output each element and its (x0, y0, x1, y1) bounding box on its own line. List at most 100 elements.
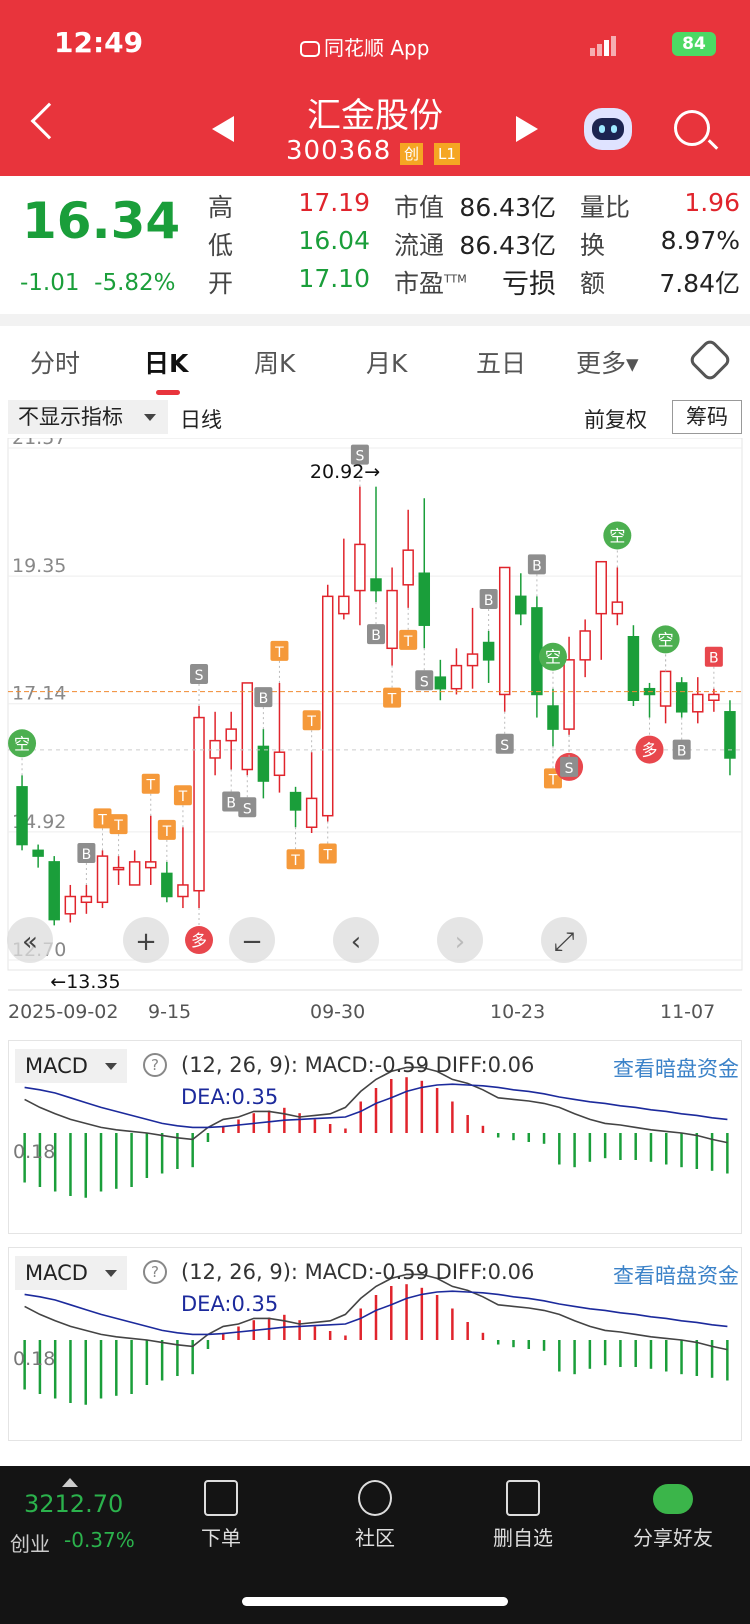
dea-line (24, 1290, 728, 1336)
candle-body (595, 560, 607, 615)
tab-more[interactable]: 更多▾ (576, 349, 639, 378)
search-icon[interactable] (674, 110, 710, 146)
index-value[interactable]: 3212.70 (24, 1490, 124, 1518)
high-label: 高 (208, 193, 234, 222)
chart-control-button[interactable]: › (437, 917, 483, 963)
candlestick-chart[interactable]: 21.5719.3517.1414.9212.70空BTTTTT多SBSBTTT… (0, 438, 750, 1024)
app-logo-icon (300, 41, 320, 57)
signal-label: S (355, 449, 364, 465)
macd-dea: DEA:0.35 (181, 1292, 279, 1316)
signal-label: B (532, 558, 542, 574)
signal-label: T (387, 692, 397, 708)
y-tick-label: 21.57 (12, 438, 66, 449)
control-glyph: − (241, 927, 263, 957)
control-circle (7, 917, 53, 963)
indicator-select-label: 不显示指标 (18, 405, 123, 429)
prev-stock-icon[interactable] (212, 116, 234, 142)
stock-code: 300368 (286, 136, 392, 166)
chart-control-button[interactable]: ⤢ (541, 917, 587, 963)
signal-badge (399, 629, 418, 650)
community-label: 社区 (355, 1526, 395, 1550)
chips-button[interactable]: 筹码 (672, 400, 742, 434)
macd-zero-label: 0.18 (13, 1141, 56, 1163)
signal-badge (222, 791, 241, 812)
tab-weekly-k[interactable]: 周K (254, 349, 296, 378)
signal-badge (415, 670, 434, 691)
pe-sup: TTM (444, 272, 467, 286)
help-icon[interactable]: ? (143, 1053, 167, 1077)
candle-body (177, 884, 189, 898)
status-time: 12:49 (54, 26, 144, 59)
dea-line (24, 1083, 728, 1129)
macd-select-1[interactable]: MACD (15, 1049, 127, 1083)
chevron-down-icon (105, 1270, 117, 1277)
assistant-robot-icon[interactable] (584, 108, 632, 150)
control-circle (229, 917, 275, 963)
dark-pool-link[interactable]: 查看暗盘资金 (613, 1264, 739, 1288)
tab-intraday[interactable]: 分时 (30, 349, 81, 378)
tab-daily-k[interactable]: 日K (144, 349, 189, 378)
period-tabs: 分时 日K 周K 月K 五日 更多▾ (0, 326, 750, 396)
chart-control-button[interactable]: « (7, 917, 53, 963)
control-circle (333, 917, 379, 963)
signal-badge (254, 687, 273, 708)
signal-badge (527, 554, 546, 575)
wechat-icon (653, 1484, 693, 1514)
stock-name: 汇金股份 (307, 96, 443, 136)
share-button[interactable]: 分享好友 (618, 1480, 728, 1551)
settings-hexagon-icon[interactable] (687, 337, 733, 383)
expand-up-icon[interactable] (62, 1478, 78, 1487)
max-price-label: 20.92→ (310, 461, 380, 483)
pe-label: 市盈TTM (394, 264, 467, 300)
top-header: 12:49 同花顺 App 84 汇金股份 300368 创 L1 (0, 0, 750, 176)
app-name: 同花顺 App (300, 32, 429, 61)
dark-pool-link[interactable]: 查看暗盘资金 (613, 1057, 739, 1081)
signal-label: T (290, 853, 300, 869)
signal-label: 空 (14, 734, 30, 753)
minus-box-icon (506, 1480, 540, 1516)
candle-body (16, 786, 28, 846)
amount-label: 额 (580, 269, 606, 298)
chevron-down-icon (144, 414, 156, 421)
community-button[interactable]: 社区 (320, 1480, 430, 1551)
tab-five-day[interactable]: 五日 (476, 349, 527, 378)
candle-body (209, 739, 221, 759)
candle-body (434, 676, 447, 690)
price-change: -1.01 -5.82% (20, 270, 176, 296)
turnover-value: 8.97% (660, 226, 740, 255)
macd-panel-1: MACD ? (12, 26, 9): MACD:-0.59 DIFF:0.06… (8, 1040, 742, 1234)
help-icon[interactable]: ? (143, 1260, 167, 1284)
control-glyph: « (22, 927, 38, 957)
float-label: 流通 (394, 231, 445, 260)
indicator-select[interactable]: 不显示指标 (8, 400, 168, 434)
signal-label: T (548, 772, 558, 788)
next-stock-icon[interactable] (516, 116, 538, 142)
signal-badge (141, 773, 160, 794)
signal-badge (270, 640, 289, 661)
candle-body (193, 716, 205, 892)
order-button[interactable]: 下单 (166, 1480, 276, 1551)
order-label: 下单 (201, 1526, 241, 1550)
share-label: 分享好友 (633, 1526, 713, 1550)
signal-badge (238, 797, 257, 818)
control-circle (541, 917, 587, 963)
remove-watchlist-button[interactable]: 删自选 (468, 1480, 578, 1551)
candle-body (482, 641, 495, 661)
chart-control-button[interactable]: ‹ (333, 917, 379, 963)
chart-control-button[interactable]: − (229, 917, 275, 963)
chart-control-button[interactable]: + (123, 917, 169, 963)
signal-badge-round (635, 735, 664, 764)
tab-monthly-k[interactable]: 月K (366, 349, 408, 378)
high-value: 17.19 (298, 188, 370, 217)
adjust-toggle[interactable]: 前复权 (584, 408, 647, 432)
candle-body (305, 797, 318, 828)
diff-line (24, 1066, 728, 1144)
signal-label: 空 (609, 526, 625, 545)
signal-badge (560, 756, 579, 777)
macd-select-2[interactable]: MACD (15, 1256, 127, 1290)
signal-badge (77, 842, 96, 863)
signal-label: 多 (191, 931, 207, 950)
candle-body (724, 711, 736, 759)
low-label: 低 (208, 231, 234, 260)
control-circle (437, 917, 483, 963)
